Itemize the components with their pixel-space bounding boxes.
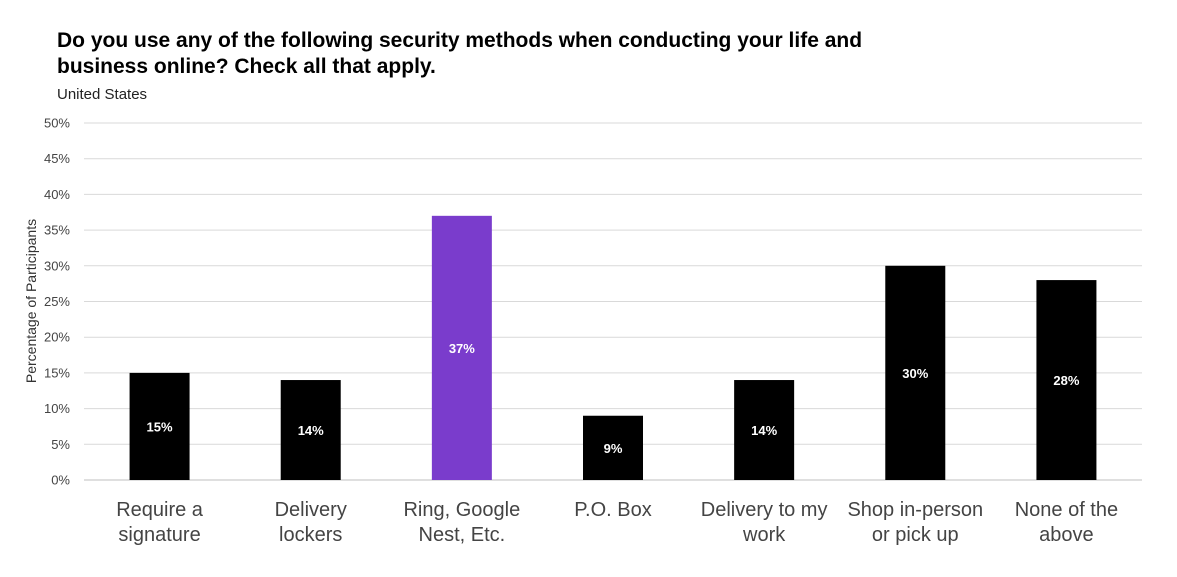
y-axis-ticks: 0% 5% 10% 15% 20% 25% 30% 35% 40% 45% 50% <box>44 116 70 488</box>
x-category-label: Ring, Google <box>403 499 520 521</box>
bar <box>431 215 492 480</box>
bar-data-label: 15% <box>147 419 173 434</box>
x-category-label: Require a <box>116 499 204 521</box>
y-tick-label: 45% <box>44 151 70 166</box>
x-category-label: Nest, Etc. <box>419 524 506 546</box>
x-category-label: Delivery to my <box>701 499 828 521</box>
x-category-label: Delivery <box>275 499 347 521</box>
x-category-label: signature <box>118 524 200 546</box>
y-tick-label: 40% <box>44 187 70 202</box>
y-tick-label: 50% <box>44 116 70 131</box>
x-category-label: or pick up <box>872 524 959 546</box>
bar-data-label: 14% <box>751 423 777 438</box>
bar <box>583 415 643 480</box>
bar <box>280 380 341 480</box>
y-tick-label: 0% <box>51 473 70 488</box>
y-tick-label: 20% <box>44 330 70 345</box>
bar <box>734 380 795 480</box>
bar <box>129 372 190 480</box>
bar-data-label: 37% <box>449 341 475 356</box>
y-tick-label: 25% <box>44 294 70 309</box>
x-category-label: lockers <box>279 524 342 546</box>
x-category-label: work <box>742 524 786 546</box>
x-category-label: above <box>1039 524 1094 546</box>
y-tick-label: 10% <box>44 401 70 416</box>
chart-subtitle: United States <box>57 86 148 103</box>
bar <box>885 265 946 480</box>
x-axis-categories: Require a signature Delivery lockers Ring, G… <box>116 499 1118 546</box>
y-tick-label: 30% <box>44 258 70 273</box>
bar-data-label: 9% <box>604 441 623 456</box>
bar-data-label: 28% <box>1053 373 1079 388</box>
bar-data-label: 14% <box>298 423 324 438</box>
y-tick-label: 35% <box>44 223 70 238</box>
x-category-label: None of the <box>1015 499 1118 521</box>
bar <box>1036 280 1097 480</box>
y-tick-label: 15% <box>44 365 70 380</box>
y-tick-label: 5% <box>51 437 70 452</box>
chart-title: Do you use any of the following security… <box>57 29 863 78</box>
bar-data-label: 30% <box>902 366 928 381</box>
x-category-label: Shop in-person <box>847 499 983 521</box>
bars: 15% 14% 37% 9% 14% 30% 28% <box>129 215 1097 480</box>
x-category-label: P.O. Box <box>574 499 651 521</box>
y-axis-label: Percentage of Participants <box>23 219 39 383</box>
